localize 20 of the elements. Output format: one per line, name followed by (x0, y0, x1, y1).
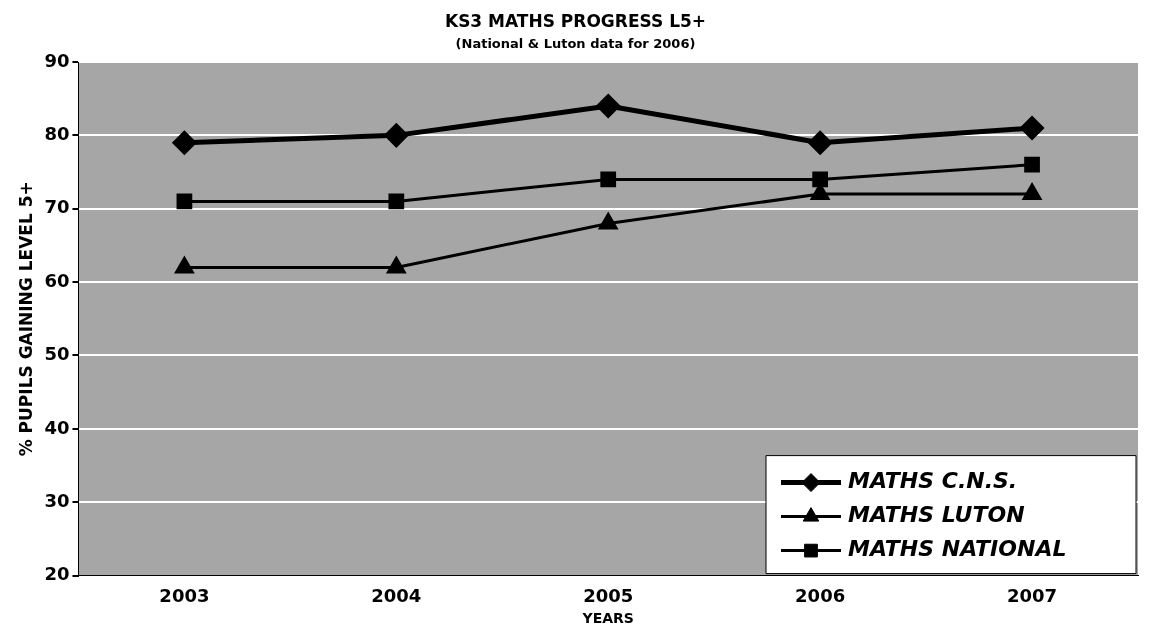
x-tick-label: 2003 (159, 585, 210, 607)
y-tick-label: 80 (44, 123, 70, 145)
y-tick-label: 90 (44, 49, 70, 71)
y-tick-label: 20 (44, 563, 70, 585)
chart-title: KS3 MATHS PROGRESS L5+ (444, 10, 707, 31)
x-tick-label: 2005 (583, 585, 634, 607)
y-tick-label: 50 (44, 343, 70, 365)
chart-subtitle: (National & Luton data for 2006) (455, 35, 696, 51)
y-axis-title: % PUPILS GAINING LEVEL 5+ (15, 181, 36, 457)
legend-label: MATHS NATIONAL (848, 536, 1067, 562)
y-tick-label: 40 (44, 416, 70, 438)
y-tick-label: 30 (44, 489, 70, 511)
x-axis-title: YEARS (581, 610, 634, 627)
legend-label: MATHS LUTON (848, 502, 1025, 528)
x-tick-label: 2007 (1006, 585, 1058, 607)
x-tick-label: 2006 (795, 585, 846, 607)
y-tick-label: 70 (44, 196, 70, 218)
x-tick-label: 2004 (371, 585, 422, 607)
y-tick-label: 60 (44, 269, 70, 291)
legend-label: MATHS C.N.S. (848, 468, 1018, 494)
